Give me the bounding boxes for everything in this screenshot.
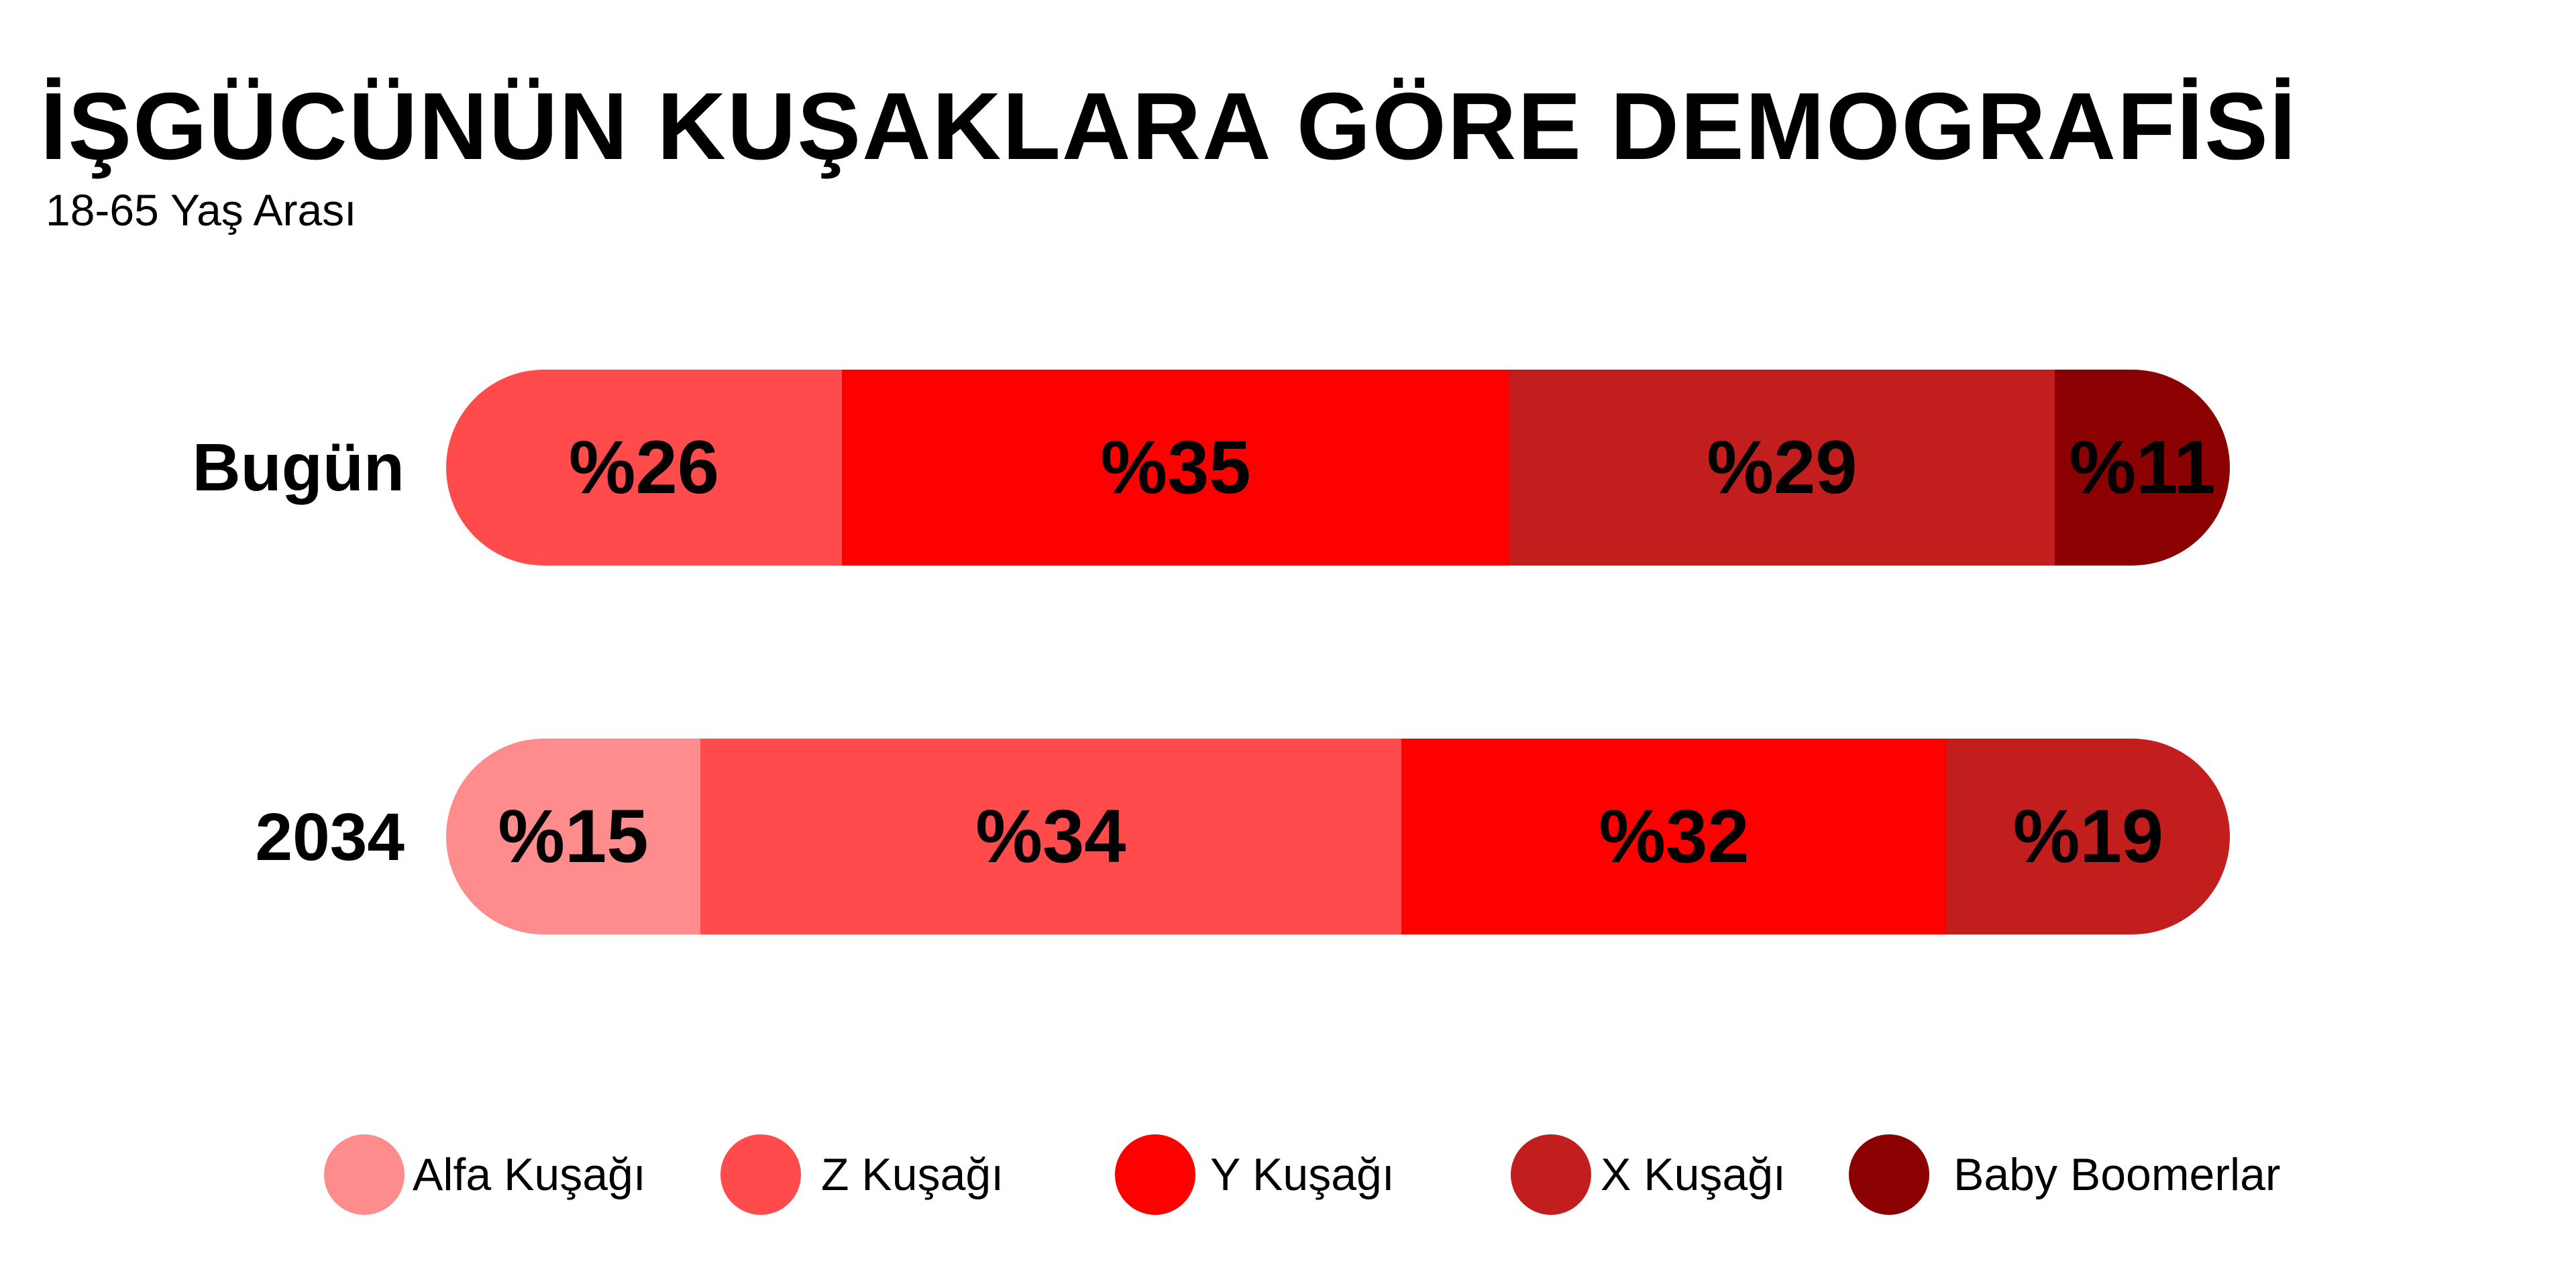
legend-label: Z Kuşağı [821, 1149, 1004, 1200]
segment-boomer: %11 [2055, 370, 2230, 566]
chart-title: İŞGÜCÜNÜN KUŞAKLARA GÖRE DEMOGRAFİSİ [40, 73, 2298, 180]
segment-value: %35 [1100, 425, 1251, 509]
legend-item-x: X Kuşağı [1511, 1134, 1786, 1215]
segment-value: %29 [1707, 425, 1858, 509]
row-label-bugun: Bugün [192, 430, 405, 505]
legend-swatch-icon [1849, 1134, 1929, 1215]
segment-value: %34 [975, 794, 1126, 878]
legend-swatch-icon [1115, 1134, 1195, 1215]
stacked-bar-bugun: %26 %35 %29 %11 [446, 370, 2230, 566]
segment-value: %15 [498, 794, 649, 878]
segment-value: %32 [1599, 794, 1750, 878]
segment-y: %32 [1401, 739, 1947, 934]
legend-item-z: Z Kuşağı [720, 1134, 1004, 1215]
legend-swatch-icon [1511, 1134, 1591, 1215]
legend-swatch-icon [324, 1134, 405, 1215]
segment-alfa: %15 [446, 739, 700, 934]
legend-label: Y Kuşağı [1210, 1149, 1395, 1200]
segment-z: %26 [446, 370, 842, 566]
segment-value: %26 [568, 425, 720, 509]
segment-value: %19 [2012, 794, 2164, 878]
legend-item-y: Y Kuşağı [1115, 1134, 1395, 1215]
legend-item-boomer: Baby Boomerlar [1849, 1134, 2281, 1215]
segment-value: %11 [2069, 425, 2216, 509]
segment-x: %29 [1509, 370, 2055, 566]
legend-label: X Kuşağı [1601, 1149, 1786, 1200]
chart-subtitle: 18-65 Yaş Arası [46, 185, 357, 235]
segment-z: %34 [700, 739, 1401, 934]
legend-label: Alfa Kuşağı [413, 1149, 646, 1200]
stacked-bar-2034: %15 %34 %32 %19 [446, 739, 2230, 934]
legend-swatch-icon [720, 1134, 801, 1215]
segment-y: %35 [842, 370, 1509, 566]
row-label-2034: 2034 [255, 800, 405, 875]
segment-x: %19 [1947, 739, 2230, 934]
legend-item-alfa: Alfa Kuşağı [324, 1134, 646, 1215]
legend-label: Baby Boomerlar [1953, 1149, 2281, 1200]
